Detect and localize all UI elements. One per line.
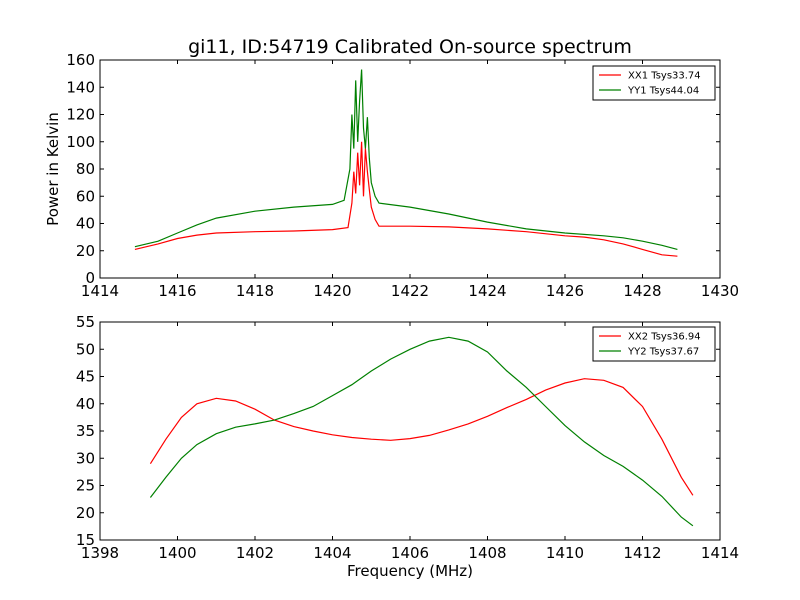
x-tick-label: 1398 — [81, 544, 119, 562]
y-tick-label: 40 — [76, 215, 95, 233]
legend-box — [592, 326, 716, 362]
x-tick-label: 1400 — [158, 544, 196, 562]
y-tick-label: 30 — [76, 449, 95, 467]
series-line-xx1 — [134, 141, 678, 257]
y-tick-label: 20 — [76, 504, 95, 522]
x-tick-label: 1402 — [236, 544, 274, 562]
y-axis-title: Power in Kelvin — [44, 112, 62, 226]
legend-label: XX2 Tsys36.94 — [628, 332, 701, 343]
x-tick-label: 1412 — [623, 544, 661, 562]
x-tick-label: 1410 — [546, 544, 584, 562]
x-tick-label: 1418 — [236, 282, 274, 300]
legend-label: XX1 Tsys33.74 — [628, 71, 701, 82]
x-tick-label: 1406 — [391, 544, 429, 562]
y-tick-label: 20 — [76, 242, 95, 260]
series-line-yy1 — [134, 69, 678, 250]
legend: XX1 Tsys33.74 YY1 Tsys44.04 — [592, 65, 716, 101]
x-tick-label: 1422 — [391, 282, 429, 300]
series-line-xx2 — [149, 378, 694, 496]
x-tick-label: 1430 — [701, 282, 739, 300]
y-tick-label: 40 — [76, 395, 95, 413]
figure-title: gi11, ID:54719 Calibrated On-source spec… — [188, 36, 632, 58]
x-tick-label: 1416 — [158, 282, 196, 300]
y-tick-label: 160 — [66, 51, 95, 69]
bottom-spectrum-panel: 1398 1400 1402 1404 1406 1408 1410 1412 1414 15 20… — [76, 313, 739, 580]
y-tick-label: 55 — [76, 313, 95, 331]
legend-box — [592, 65, 716, 101]
y-tick-label: 15 — [76, 531, 95, 549]
legend-label: YY1 Tsys44.04 — [627, 86, 699, 97]
y-tick-label: 50 — [76, 340, 95, 358]
legend: XX2 Tsys36.94 YY2 Tsys37.67 — [592, 326, 716, 362]
x-tick-label: 1408 — [468, 544, 506, 562]
y-tick-label: 60 — [76, 187, 95, 205]
x-tick-label: 1428 — [623, 282, 661, 300]
y-tick-label: 140 — [66, 78, 95, 96]
x-tick-label: 1414 — [81, 282, 119, 300]
y-tick-label: 35 — [76, 422, 95, 440]
legend-label: YY2 Tsys37.67 — [627, 347, 699, 358]
y-tick-label: 100 — [66, 133, 95, 151]
y-tick-label: 25 — [76, 477, 95, 495]
x-axis-title: Frequency (MHz) — [347, 562, 473, 580]
series-line-yy2 — [149, 336, 694, 527]
y-tick-label: 120 — [66, 106, 95, 124]
x-tick-label: 1426 — [546, 282, 584, 300]
y-tick-label: 80 — [76, 160, 95, 178]
x-tick-label: 1420 — [313, 282, 351, 300]
x-tick-label: 1424 — [468, 282, 506, 300]
y-tick-label: 45 — [76, 368, 95, 386]
y-tick-label: 0 — [85, 269, 95, 287]
x-tick-label: 1414 — [701, 544, 739, 562]
x-tick-label: 1404 — [313, 544, 351, 562]
top-spectrum-panel: 1414 1416 1418 1420 1422 1424 1426 1428 1430 0 20 4… — [44, 51, 739, 300]
